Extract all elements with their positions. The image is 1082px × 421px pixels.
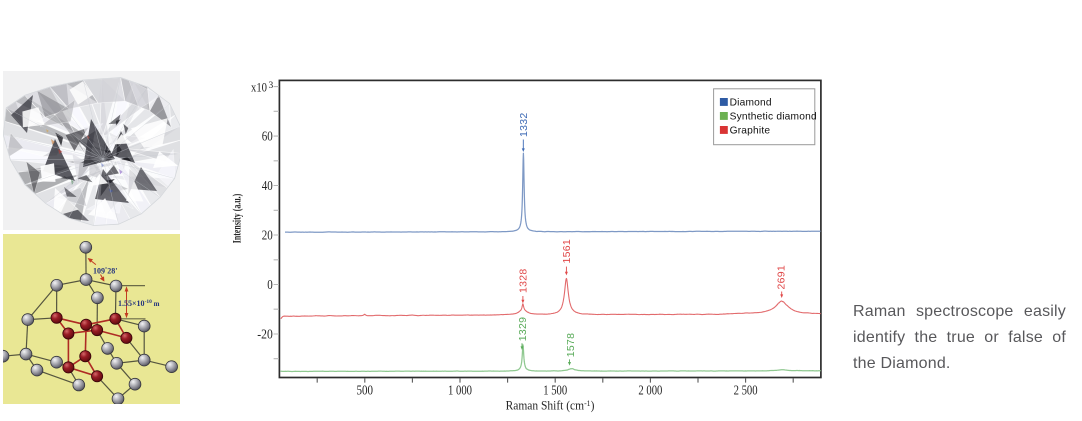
svg-text:Intensity (a.u.): Intensity (a.u.) xyxy=(231,194,243,244)
svg-text:Raman Shift (cm-1): Raman Shift (cm-1) xyxy=(506,398,595,413)
svg-text:1578: 1578 xyxy=(565,333,577,358)
svg-text:x10: x10 xyxy=(251,79,267,94)
svg-text:Diamond: Diamond xyxy=(730,98,772,109)
svg-text:60: 60 xyxy=(262,130,273,145)
svg-text:Synthetic diamond: Synthetic diamond xyxy=(730,112,817,123)
svg-text:1 500: 1 500 xyxy=(543,383,567,398)
svg-text:3: 3 xyxy=(269,81,274,91)
svg-text:2 000: 2 000 xyxy=(638,383,662,398)
svg-text:1561: 1561 xyxy=(561,239,573,264)
svg-text:2 500: 2 500 xyxy=(734,383,758,398)
svg-text:20: 20 xyxy=(262,229,273,244)
svg-text:1 000: 1 000 xyxy=(448,383,472,398)
svg-text:500: 500 xyxy=(357,383,374,398)
svg-text:1.55×10-10 m: 1.55×10-10 m xyxy=(118,299,160,308)
svg-text:1329: 1329 xyxy=(517,317,529,342)
svg-text:1332: 1332 xyxy=(518,112,530,137)
svg-text:40: 40 xyxy=(262,179,273,194)
svg-text:2691: 2691 xyxy=(776,265,788,290)
svg-text:-20: -20 xyxy=(257,328,273,343)
svg-text:Graphite: Graphite xyxy=(730,126,771,137)
svg-text:1328: 1328 xyxy=(518,268,530,293)
svg-text:0: 0 xyxy=(267,278,273,293)
svg-text:109°28': 109°28' xyxy=(93,266,117,276)
